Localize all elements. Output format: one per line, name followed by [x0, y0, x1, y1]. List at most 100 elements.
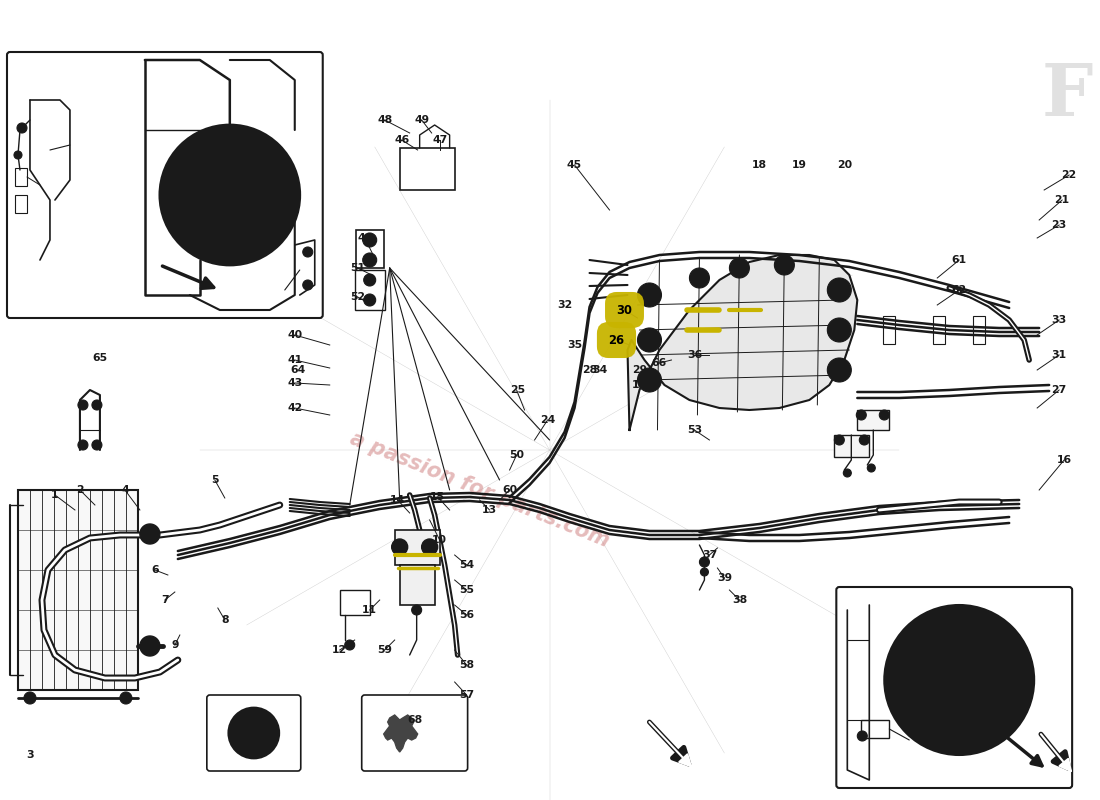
- Circle shape: [392, 539, 408, 555]
- Text: 59: 59: [377, 645, 393, 655]
- Text: 40: 40: [287, 330, 303, 340]
- Text: 9: 9: [172, 640, 178, 650]
- Text: 13: 13: [482, 505, 497, 515]
- Text: 20: 20: [837, 160, 851, 170]
- Text: 50: 50: [509, 450, 524, 460]
- Circle shape: [844, 469, 851, 477]
- Text: 33: 33: [1052, 315, 1067, 325]
- Text: 26: 26: [608, 334, 625, 346]
- Circle shape: [168, 133, 292, 257]
- Circle shape: [302, 247, 312, 257]
- Text: 1: 1: [52, 490, 58, 500]
- Circle shape: [914, 635, 1004, 725]
- Text: 22: 22: [1062, 170, 1077, 180]
- Circle shape: [140, 524, 159, 544]
- Circle shape: [774, 255, 794, 275]
- Text: 39: 39: [717, 573, 732, 583]
- Text: 30: 30: [617, 303, 632, 317]
- Circle shape: [196, 161, 264, 229]
- Circle shape: [859, 435, 869, 445]
- Text: 68: 68: [407, 715, 422, 725]
- Text: 10: 10: [432, 535, 447, 545]
- Text: 11: 11: [362, 605, 377, 615]
- FancyBboxPatch shape: [836, 587, 1072, 788]
- Bar: [399, 565, 435, 605]
- Text: 43: 43: [287, 378, 303, 388]
- Text: 60: 60: [502, 485, 517, 495]
- Circle shape: [857, 731, 867, 741]
- Circle shape: [229, 708, 278, 758]
- Text: a passion for parts.com: a passion for parts.com: [346, 429, 613, 551]
- Circle shape: [14, 151, 22, 159]
- Circle shape: [879, 410, 889, 420]
- Circle shape: [189, 154, 271, 236]
- Circle shape: [922, 726, 935, 741]
- Circle shape: [222, 187, 238, 203]
- Circle shape: [638, 328, 661, 352]
- Text: 25: 25: [510, 385, 525, 395]
- Text: 54: 54: [459, 560, 474, 570]
- Circle shape: [344, 640, 354, 650]
- Circle shape: [182, 147, 278, 243]
- Circle shape: [175, 140, 285, 250]
- Circle shape: [363, 233, 376, 247]
- Text: 56: 56: [459, 610, 474, 620]
- Text: F: F: [1042, 59, 1092, 130]
- Circle shape: [140, 636, 159, 656]
- Circle shape: [954, 674, 965, 686]
- Circle shape: [638, 368, 661, 392]
- Bar: [883, 316, 895, 344]
- Circle shape: [92, 440, 102, 450]
- Text: 23: 23: [1052, 220, 1067, 230]
- Text: 41: 41: [287, 355, 303, 365]
- FancyBboxPatch shape: [362, 695, 468, 771]
- Text: 55: 55: [459, 585, 474, 595]
- Bar: [395, 530, 440, 565]
- Text: 36: 36: [686, 350, 702, 360]
- Text: 48: 48: [377, 115, 393, 125]
- Text: 38: 38: [732, 595, 747, 605]
- Bar: [340, 590, 370, 615]
- FancyBboxPatch shape: [207, 695, 300, 771]
- Circle shape: [827, 278, 851, 302]
- Text: 52: 52: [350, 292, 365, 302]
- Circle shape: [922, 619, 935, 634]
- Text: 35: 35: [566, 340, 582, 350]
- Bar: [933, 316, 945, 344]
- Text: 47: 47: [432, 135, 448, 145]
- Circle shape: [240, 719, 267, 747]
- Polygon shape: [384, 715, 418, 752]
- Text: 61: 61: [952, 255, 967, 265]
- Circle shape: [884, 605, 1034, 755]
- Circle shape: [160, 125, 300, 265]
- Bar: [355, 230, 384, 268]
- Bar: [15, 195, 28, 213]
- Text: 53: 53: [686, 425, 702, 435]
- Text: 42: 42: [287, 403, 303, 413]
- Circle shape: [701, 568, 708, 576]
- Text: 51: 51: [350, 263, 365, 273]
- Circle shape: [24, 692, 36, 704]
- Text: 3: 3: [26, 750, 34, 760]
- Text: 18: 18: [752, 160, 767, 170]
- Circle shape: [16, 123, 28, 133]
- Circle shape: [120, 692, 132, 704]
- Bar: [974, 316, 986, 344]
- Circle shape: [78, 440, 88, 450]
- Circle shape: [856, 410, 867, 420]
- Circle shape: [827, 318, 851, 342]
- Text: 7: 7: [161, 595, 168, 605]
- Bar: [834, 435, 869, 457]
- Circle shape: [983, 726, 998, 741]
- Text: 63: 63: [926, 675, 942, 685]
- Circle shape: [78, 400, 88, 410]
- Text: 15: 15: [430, 492, 446, 502]
- Circle shape: [983, 619, 998, 634]
- Bar: [399, 148, 454, 190]
- Circle shape: [690, 268, 710, 288]
- Text: 2: 2: [76, 485, 84, 495]
- Circle shape: [363, 253, 376, 267]
- Circle shape: [827, 358, 851, 382]
- Circle shape: [421, 539, 438, 555]
- Text: 29: 29: [631, 365, 647, 375]
